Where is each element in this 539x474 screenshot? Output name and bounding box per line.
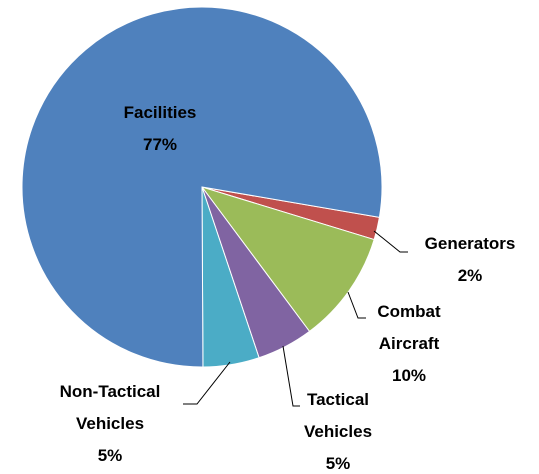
value-label: 5% [97, 446, 123, 465]
leader-line [183, 361, 231, 405]
pie-slice [21, 6, 383, 368]
value-label: 77% [142, 135, 178, 154]
category-label: Facilities [123, 103, 197, 122]
category-label: Tactical Vehicles [303, 390, 373, 441]
category-label: Generators [424, 234, 516, 253]
data-label: Combat Aircraft 10% [364, 296, 454, 392]
leader-line [347, 291, 366, 319]
value-label: 2% [457, 266, 483, 285]
slices [21, 6, 383, 368]
category-label: Non-Tactical Vehicles [59, 382, 161, 433]
data-label: Non-Tactical Vehicles 5% [45, 376, 175, 472]
value-label: 10% [391, 366, 427, 385]
value-label: 5% [325, 454, 351, 473]
data-label: Facilities 77% [100, 97, 220, 161]
pie-slice [200, 186, 375, 333]
data-label: Generators 2% [410, 228, 530, 292]
data-label: Tactical Vehicles 5% [293, 384, 383, 474]
leader-line [282, 345, 300, 407]
leader-line [373, 230, 408, 253]
category-label: Combat Aircraft [377, 302, 441, 353]
